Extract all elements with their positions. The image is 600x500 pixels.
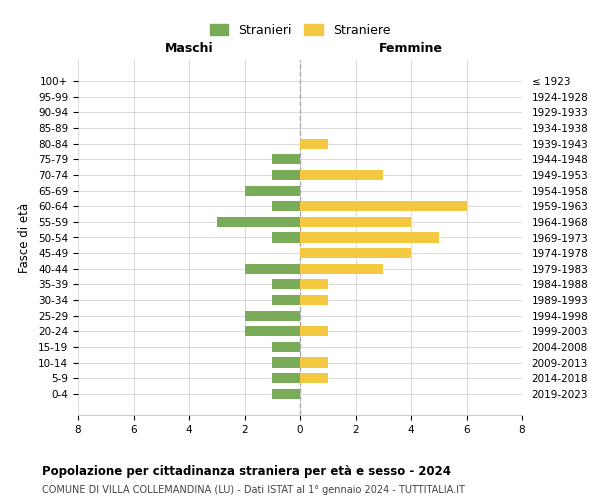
Bar bbox=[245, 186, 300, 196]
Bar bbox=[300, 248, 411, 258]
Bar bbox=[272, 170, 300, 180]
Bar bbox=[272, 342, 300, 352]
Bar bbox=[300, 280, 328, 289]
Bar bbox=[245, 326, 300, 336]
Bar bbox=[272, 358, 300, 368]
Bar bbox=[217, 217, 300, 227]
Y-axis label: Fasce di età: Fasce di età bbox=[18, 202, 31, 272]
Bar bbox=[300, 373, 328, 383]
Text: Popolazione per cittadinanza straniera per età e sesso - 2024: Popolazione per cittadinanza straniera p… bbox=[42, 465, 451, 478]
Bar bbox=[272, 295, 300, 305]
Text: Femmine: Femmine bbox=[379, 42, 443, 54]
Bar bbox=[272, 388, 300, 399]
Legend: Stranieri, Straniere: Stranieri, Straniere bbox=[206, 20, 394, 40]
Bar bbox=[300, 170, 383, 180]
Bar bbox=[300, 295, 328, 305]
Text: Maschi: Maschi bbox=[164, 42, 214, 54]
Bar bbox=[300, 138, 328, 149]
Text: COMUNE DI VILLA COLLEMANDINA (LU) - Dati ISTAT al 1° gennaio 2024 - TUTTITALIA.I: COMUNE DI VILLA COLLEMANDINA (LU) - Dati… bbox=[42, 485, 465, 495]
Bar bbox=[272, 201, 300, 211]
Bar bbox=[245, 310, 300, 320]
Bar bbox=[300, 201, 467, 211]
Bar bbox=[272, 232, 300, 242]
Bar bbox=[272, 154, 300, 164]
Bar bbox=[245, 264, 300, 274]
Bar bbox=[300, 217, 411, 227]
Y-axis label: Anni di nascita: Anni di nascita bbox=[596, 194, 600, 281]
Bar bbox=[300, 232, 439, 242]
Bar bbox=[300, 358, 328, 368]
Bar bbox=[300, 264, 383, 274]
Bar bbox=[300, 326, 328, 336]
Bar bbox=[272, 280, 300, 289]
Bar bbox=[272, 373, 300, 383]
